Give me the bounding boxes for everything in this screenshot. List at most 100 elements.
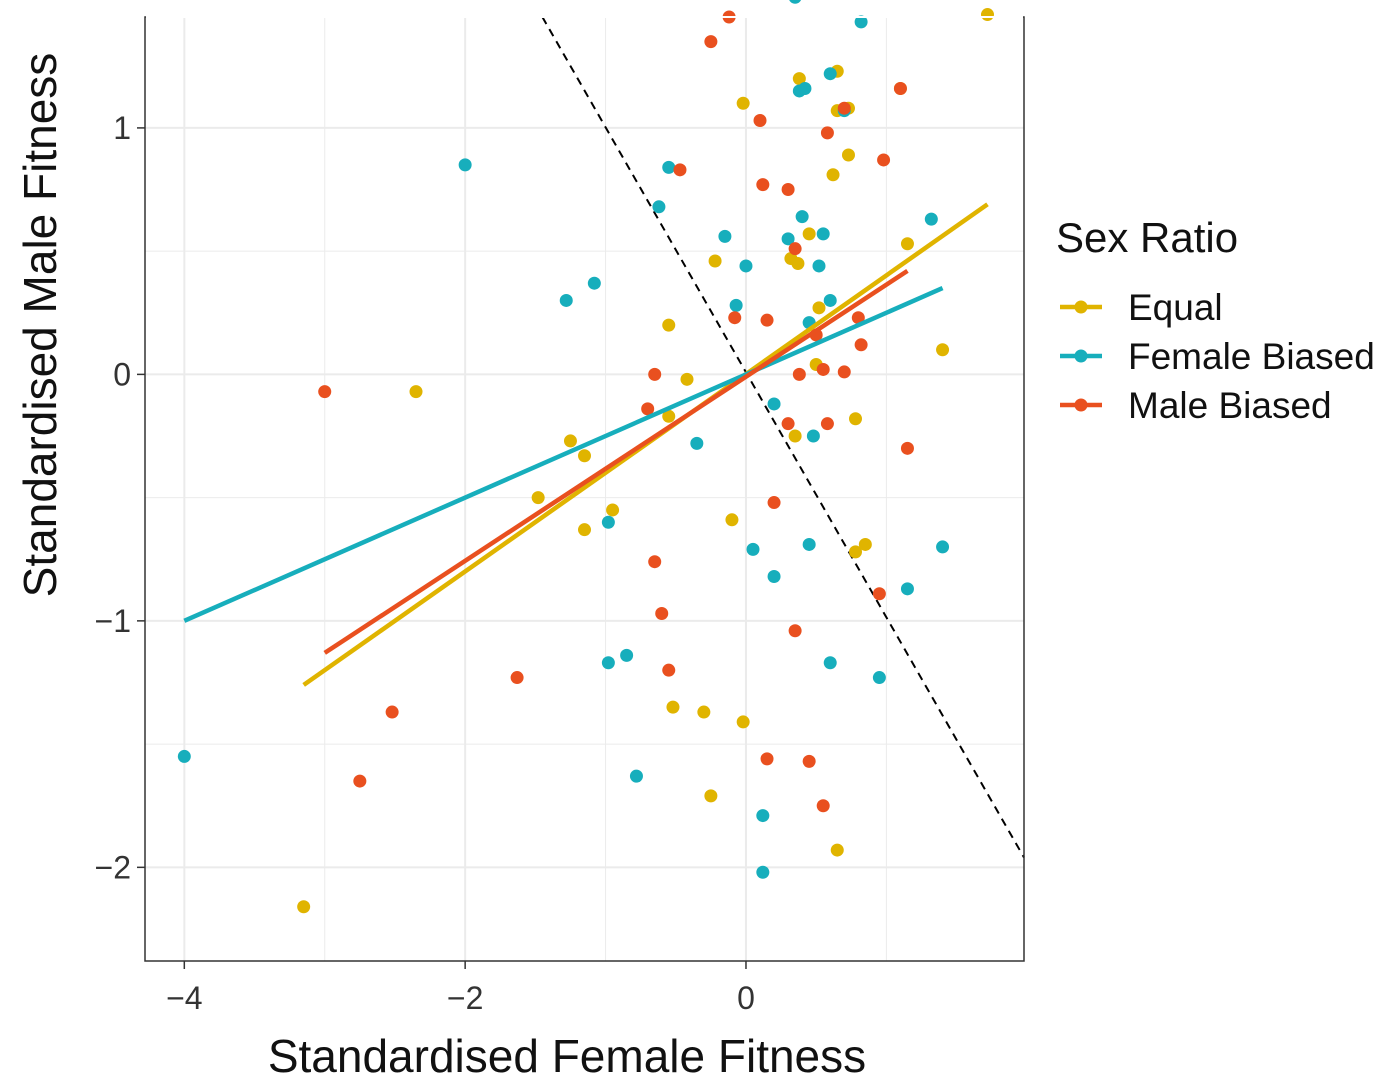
point-male-biased — [704, 35, 718, 49]
y-axis-title: Standardised Male Fitness — [14, 53, 66, 598]
point-equal — [578, 523, 591, 537]
point-female-biased — [458, 158, 472, 172]
point-male-biased — [385, 705, 399, 719]
point-female-biased — [739, 259, 753, 273]
x-tick-label: 0 — [737, 980, 755, 1016]
point-male-biased — [802, 754, 816, 768]
point-male-biased — [648, 367, 662, 381]
point-female-biased — [900, 582, 914, 596]
point-equal — [830, 843, 844, 857]
point-equal — [680, 372, 694, 386]
x-axis-title: Standardised Female Fitness — [268, 1030, 866, 1082]
point-male-biased — [641, 402, 655, 416]
point-male-biased — [792, 367, 806, 381]
point-female-biased — [781, 232, 795, 246]
point-equal — [980, 8, 994, 22]
point-female-biased — [652, 200, 666, 214]
point-male-biased — [788, 624, 802, 638]
legend-items: Equal Female Biased Male Biased — [1060, 287, 1375, 426]
point-female-biased — [662, 160, 676, 174]
point-equal — [662, 409, 676, 423]
point-equal — [788, 429, 802, 443]
point-female-biased — [872, 671, 886, 685]
point-female-biased — [789, 0, 802, 4]
point-equal — [666, 700, 680, 714]
point-female-biased — [812, 259, 826, 273]
point-female-biased — [823, 67, 837, 81]
legend-title: Sex Ratio — [1056, 214, 1238, 261]
point-equal — [792, 72, 806, 86]
point-male-biased — [854, 338, 868, 352]
fit-lines-layer — [183, 202, 989, 687]
point-female-biased — [559, 293, 573, 307]
point-equal — [812, 301, 826, 315]
legend-item-equal: Equal — [1060, 287, 1223, 328]
point-male-biased — [872, 587, 886, 601]
point-male-biased — [510, 671, 524, 685]
point-equal — [531, 491, 545, 505]
point-female-biased — [177, 749, 191, 763]
point-female-biased — [629, 769, 643, 783]
point-female-biased — [806, 429, 820, 443]
point-female-biased — [802, 537, 816, 551]
y-tick-label: 0 — [113, 356, 131, 392]
point-female-biased — [798, 81, 812, 95]
fit-line-male-biased — [323, 268, 909, 655]
legend-key-point — [1074, 349, 1088, 363]
point-equal — [791, 256, 805, 270]
legend-item-female-biased: Female Biased — [1060, 336, 1375, 377]
point-equal — [849, 412, 863, 426]
point-male-biased — [648, 555, 662, 569]
point-equal — [736, 96, 750, 110]
point-female-biased — [756, 865, 770, 879]
point-female-biased — [718, 229, 732, 243]
point-male-biased — [893, 81, 907, 95]
point-female-biased — [767, 397, 781, 411]
point-equal — [802, 227, 816, 241]
point-equal — [841, 148, 855, 162]
point-male-biased — [900, 441, 914, 455]
point-male-biased — [877, 153, 891, 167]
legend-label: Male Biased — [1128, 385, 1332, 426]
point-male-biased — [353, 774, 367, 788]
y-tick-label: −1 — [95, 603, 131, 639]
point-female-biased — [601, 656, 615, 670]
point-male-biased — [820, 126, 834, 140]
point-female-biased — [746, 542, 760, 556]
point-equal — [826, 168, 840, 182]
point-female-biased — [823, 293, 837, 307]
point-female-biased — [587, 276, 601, 290]
point-male-biased — [753, 114, 767, 128]
point-male-biased — [760, 313, 774, 327]
point-female-biased — [823, 656, 837, 670]
point-male-biased — [760, 752, 774, 766]
legend-key-point — [1074, 300, 1088, 314]
point-equal — [662, 318, 676, 332]
point-male-biased — [816, 362, 830, 376]
legend-key-point — [1074, 398, 1088, 412]
point-male-biased — [662, 663, 676, 677]
reference-line-layer — [541, 16, 1025, 858]
point-equal — [297, 900, 311, 914]
y-tick-label: 1 — [113, 110, 131, 146]
point-male-biased — [851, 311, 865, 325]
point-male-biased — [318, 385, 332, 399]
point-male-biased — [756, 178, 770, 192]
point-female-biased — [620, 648, 634, 662]
point-equal — [849, 545, 863, 559]
point-male-biased — [781, 417, 795, 431]
point-female-biased — [767, 569, 781, 583]
point-female-biased — [924, 212, 938, 226]
fit-line-female-biased — [183, 286, 944, 623]
legend-item-male-biased: Male Biased — [1060, 385, 1332, 426]
point-male-biased — [820, 417, 834, 431]
reference-dashed-line — [541, 16, 1025, 858]
point-male-biased — [767, 496, 781, 510]
point-female-biased — [816, 227, 830, 241]
point-male-biased — [816, 799, 830, 813]
point-female-biased — [936, 540, 950, 554]
point-female-biased — [729, 298, 743, 312]
legend: Sex Ratio Equal Female Biased Male Biased — [1056, 214, 1375, 426]
point-male-biased — [837, 101, 851, 115]
axes: −4 −2 0 −2 −1 0 1 — [95, 16, 1025, 1016]
